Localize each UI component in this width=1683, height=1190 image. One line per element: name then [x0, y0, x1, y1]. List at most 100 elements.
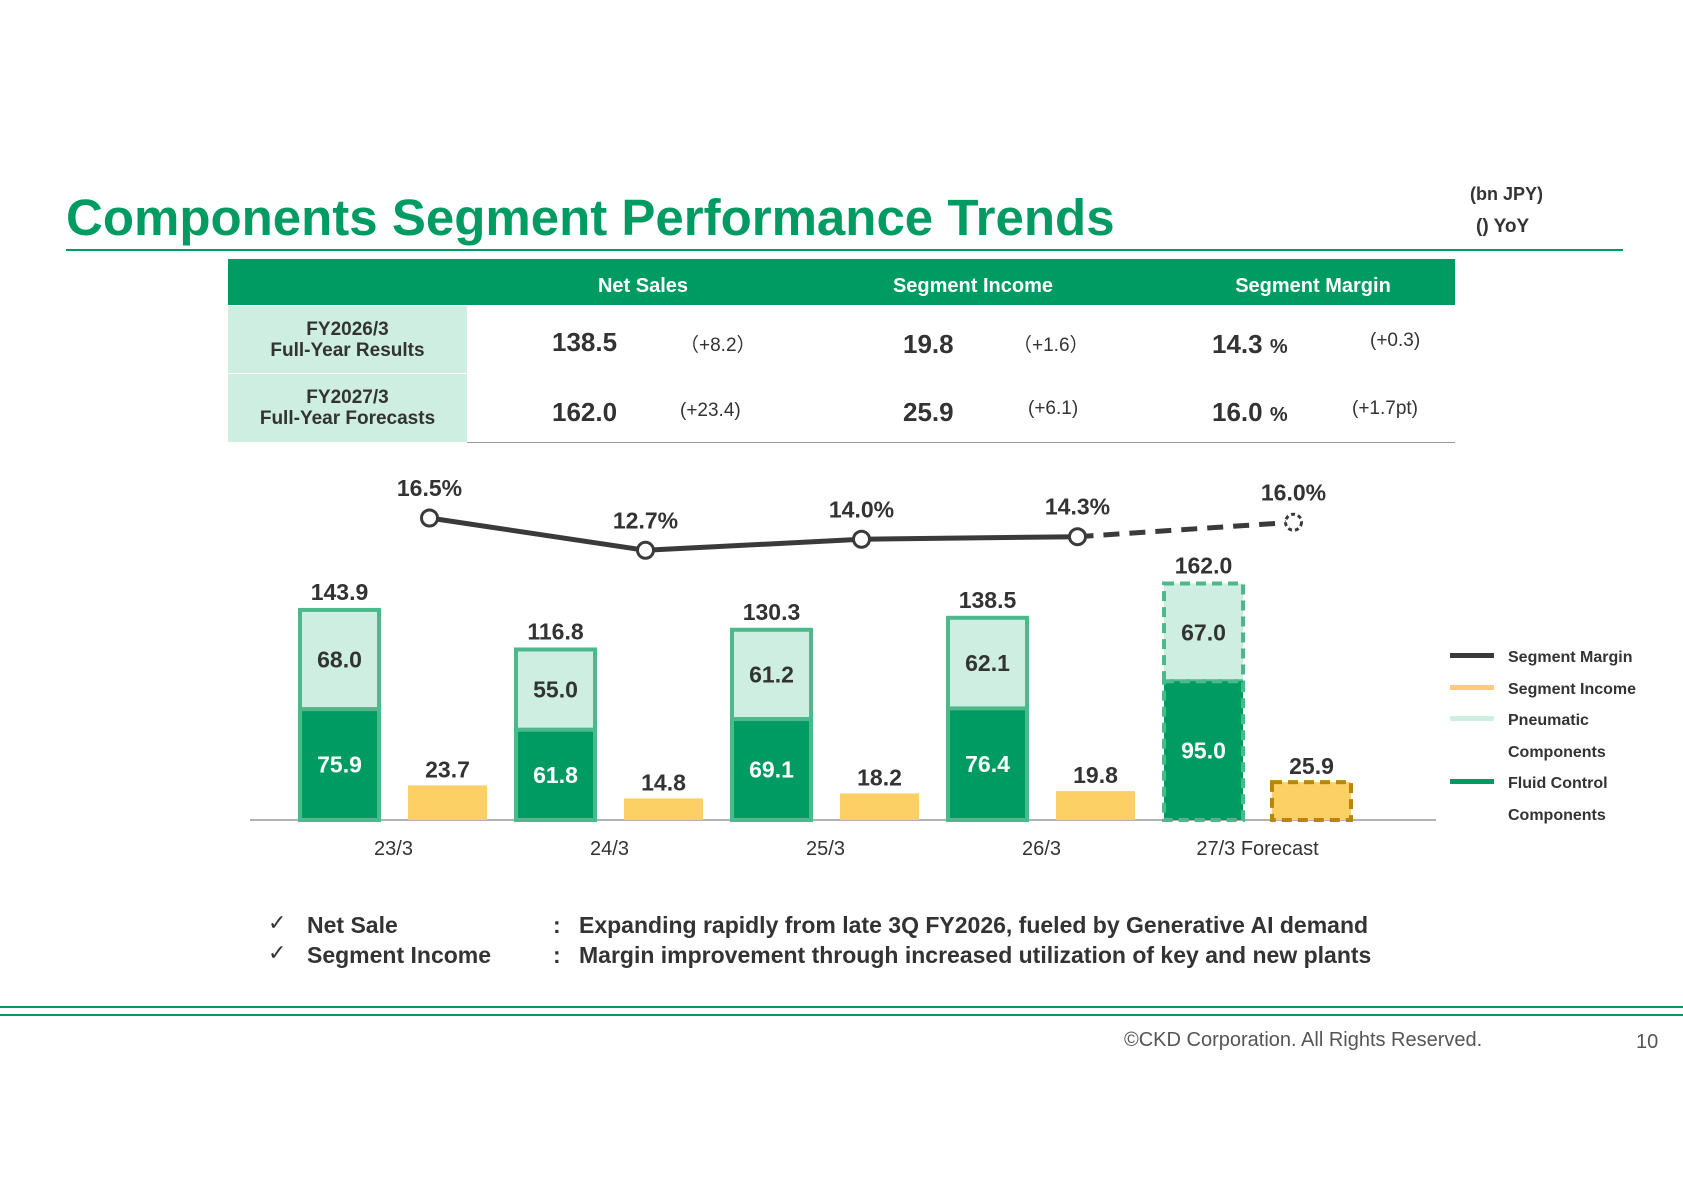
bullet-colon: :: [553, 912, 561, 938]
net-sales-yoy: (+23.4): [680, 400, 741, 421]
legend-fluid-swatch: [1450, 779, 1494, 784]
bar-fluid-control: [730, 717, 813, 823]
net-sales-yoy: （+8.2）: [680, 335, 756, 356]
margin-label: 16.5%: [397, 475, 462, 501]
margin-yoy: (+1.7pt): [1352, 398, 1419, 419]
row-label-results: FY2026/3 Full-Year Results: [228, 306, 467, 373]
row-label-forecasts: FY2027/3 Full-Year Forecasts: [228, 374, 467, 442]
pct-unit: %: [1269, 404, 1288, 426]
income-yoy: (+6.1): [1028, 398, 1079, 419]
bullet-colon: :: [553, 942, 561, 968]
footer-rule: [0, 1006, 1683, 1008]
margin-label: 12.7%: [613, 507, 678, 533]
bar-label-pneumatic: 62.1: [965, 650, 1010, 676]
bar-label-fluid-control: 75.9: [317, 752, 362, 778]
legend-margin-swatch: [1450, 653, 1494, 658]
legend-label: Components: [1508, 807, 1606, 824]
bar-label-fluid-control: 69.1: [749, 757, 794, 783]
margin-value: 16.0 %: [1212, 397, 1288, 428]
legend-label: Segment Margin: [1508, 649, 1633, 666]
title-underline: [66, 249, 1623, 251]
page-title: Components Segment Performance Trends: [66, 189, 1115, 246]
bar-label-pneumatic: 68.0: [317, 647, 362, 673]
bar-segment-income: [408, 785, 487, 820]
margin-label: 14.0%: [829, 496, 894, 522]
footer-rule: [0, 1014, 1683, 1016]
x-tick-label: 24/3: [590, 838, 629, 860]
bullet-text: Expanding rapidly from late 3Q FY2026, f…: [579, 912, 1369, 938]
bar-total-label: 138.5: [959, 587, 1017, 613]
margin-label: 14.3%: [1045, 494, 1110, 520]
unit-note: (bn JPY): [1470, 184, 1544, 204]
row-label-line2: Full-Year Forecasts: [259, 408, 436, 429]
bar-total-label: 130.3: [743, 599, 801, 625]
bar-segment-income: [1056, 791, 1135, 820]
summary-table-header: Net Sales Segment Income Segment Margin: [228, 259, 1455, 305]
bar-pneumatic: [1162, 581, 1245, 684]
bar-label-fluid-control: 61.8: [533, 762, 578, 788]
legend-income-swatch: [1450, 685, 1494, 690]
bar-fluid-control: [1162, 679, 1245, 822]
pct-unit: %: [1269, 336, 1288, 358]
bar-label-income: 14.8: [641, 769, 686, 795]
bar-label-income: 23.7: [425, 756, 470, 782]
margin-label: 16.0%: [1261, 479, 1326, 505]
margin-line-segment: [429, 515, 646, 553]
legend-label: Pneumatic: [1508, 712, 1589, 729]
page-number: 10: [1636, 1031, 1659, 1053]
legend-label: Fluid Control: [1508, 775, 1608, 792]
margin-yoy: (+0.3): [1370, 330, 1421, 351]
bar-fluid-control: [298, 707, 381, 822]
net-sales-value: 138.5: [552, 327, 618, 357]
income-value: 19.8: [903, 329, 954, 359]
bar-segment-income: [1270, 780, 1353, 822]
bar-segment-income: [624, 798, 703, 820]
bar-label-pneumatic: 61.2: [749, 661, 794, 687]
bar-total-label: 162.0: [1175, 552, 1233, 578]
income-yoy: （+1.6）: [1013, 335, 1089, 356]
bar-label-income: 25.9: [1289, 753, 1334, 779]
row-label-line1: FY2026/3: [306, 318, 389, 340]
segment-chart: 68.0 75.9 143.9 23.7 23/3 55.0 61.8 116.8 14.8 24…: [250, 475, 1436, 860]
margin-point: [636, 540, 655, 560]
bar-pneumatic: [730, 627, 813, 722]
x-tick-label: 25/3: [806, 838, 845, 860]
bar-pneumatic: [946, 615, 1029, 711]
x-tick-label: 23/3: [374, 838, 413, 860]
bullet-text: Margin improvement through increased uti…: [579, 942, 1372, 968]
margin-point: [1284, 512, 1303, 532]
legend-label: Components: [1508, 744, 1606, 761]
check-icon: ✓: [268, 940, 287, 965]
margin-line-segment: [861, 534, 1078, 542]
yoy-note: () YoY: [1476, 216, 1530, 237]
margin-number: 14.3: [1212, 329, 1263, 359]
col-segment-income: Segment Income: [892, 275, 1054, 297]
x-tick-label: 27/3 Forecast: [1196, 838, 1319, 860]
margin-point: [1068, 527, 1087, 547]
net-sales-value: 162.0: [552, 397, 618, 427]
copyright: ©CKD Corporation. All Rights Reserved.: [1124, 1029, 1483, 1051]
bar-fluid-control: [514, 727, 597, 822]
margin-number: 16.0: [1212, 397, 1263, 427]
bar-total-label: 116.8: [527, 618, 583, 644]
bar-fluid-control: [946, 706, 1029, 822]
col-segment-margin: Segment Margin: [1235, 275, 1391, 297]
bar-pneumatic: [514, 647, 597, 732]
bar-label-pneumatic: 55.0: [533, 677, 578, 703]
bar-segment-income: [840, 793, 919, 820]
row-label-line1: FY2027/3: [306, 387, 389, 408]
bullet-label: Net Sale: [307, 912, 398, 938]
bullet-label: Segment Income: [307, 942, 492, 968]
income-value: 25.9: [903, 397, 954, 427]
margin-value: 14.3 %: [1212, 329, 1288, 360]
margin-line-segment: [1077, 519, 1294, 540]
col-net-sales: Net Sales: [597, 275, 689, 297]
bar-label-fluid-control: 76.4: [965, 751, 1010, 777]
margin-point: [420, 508, 439, 528]
bar-label-pneumatic: 67.0: [1181, 619, 1226, 645]
bar-label-income: 19.8: [1073, 762, 1118, 788]
margin-line-segment: [645, 536, 862, 553]
margin-point: [852, 529, 871, 549]
bar-label-income: 18.2: [857, 764, 902, 790]
row-label-line2: Full-Year Results: [270, 339, 425, 361]
